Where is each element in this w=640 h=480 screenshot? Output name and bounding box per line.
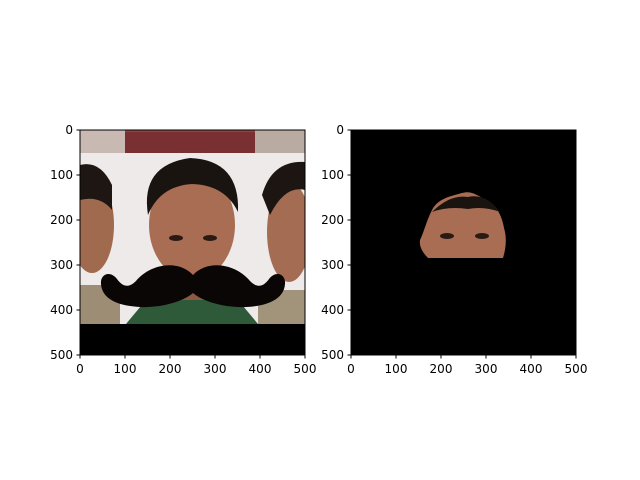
masked-face-region bbox=[419, 192, 506, 262]
masked-moustache-edge bbox=[428, 258, 506, 268]
right-xtick-label-100: 100 bbox=[385, 362, 408, 376]
right-xtick-label-0: 0 bbox=[347, 362, 355, 376]
right-axes-frame bbox=[350, 129, 577, 356]
left-ytick-label-400: 400 bbox=[50, 303, 73, 317]
left-xtick-label-500: 500 bbox=[294, 362, 317, 376]
right-xtick-label-500: 500 bbox=[565, 362, 588, 376]
centre-person-right-eye bbox=[203, 235, 217, 241]
right-person bbox=[258, 161, 305, 324]
left-person-hair bbox=[80, 164, 112, 210]
right-xtick-label-300: 300 bbox=[475, 362, 498, 376]
left-ytick-label-200: 200 bbox=[50, 213, 73, 227]
left-xtick-label-400: 400 bbox=[249, 362, 272, 376]
left-ytick-label-300: 300 bbox=[50, 258, 73, 272]
centre-person-hair bbox=[146, 158, 239, 215]
left-ytick-label-500: 500 bbox=[50, 348, 73, 362]
masked-left-eye bbox=[440, 233, 454, 239]
left-ytick-label-100: 100 bbox=[50, 168, 73, 182]
left-person bbox=[80, 164, 120, 324]
top-strip-shirt bbox=[125, 132, 255, 153]
left-ytick-label-0: 0 bbox=[65, 123, 73, 137]
right-person-hair bbox=[262, 161, 305, 215]
masked-hairline bbox=[432, 196, 500, 212]
right-ytick-label-200: 200 bbox=[321, 213, 344, 227]
left-xtick-label-300: 300 bbox=[204, 362, 227, 376]
right-ytick-label-300: 300 bbox=[321, 258, 344, 272]
masked-right-eye bbox=[475, 233, 489, 239]
centre-person-face bbox=[149, 170, 235, 280]
top-strip-right bbox=[255, 130, 305, 153]
right-person-face bbox=[267, 182, 305, 282]
moustache-overlay bbox=[100, 265, 286, 308]
left-xtick-label-100: 100 bbox=[114, 362, 137, 376]
bottom-letterbox bbox=[80, 324, 305, 355]
centre-person-shirt bbox=[126, 300, 258, 324]
right-xtick-label-200: 200 bbox=[430, 362, 453, 376]
left-xtick-label-200: 200 bbox=[159, 362, 182, 376]
centre-person-left-eye bbox=[169, 235, 183, 241]
top-strip-left bbox=[80, 130, 125, 153]
right-image bbox=[351, 130, 576, 355]
left-axes-frame bbox=[79, 129, 306, 356]
right-xtick-label-400: 400 bbox=[520, 362, 543, 376]
left-xtick-label-0: 0 bbox=[76, 362, 84, 376]
right-ytick-label-0: 0 bbox=[336, 123, 344, 137]
right-ytick-label-100: 100 bbox=[321, 168, 344, 182]
right-ytick-label-500: 500 bbox=[321, 348, 344, 362]
right-ytick-label-400: 400 bbox=[321, 303, 344, 317]
left-image bbox=[80, 130, 305, 355]
